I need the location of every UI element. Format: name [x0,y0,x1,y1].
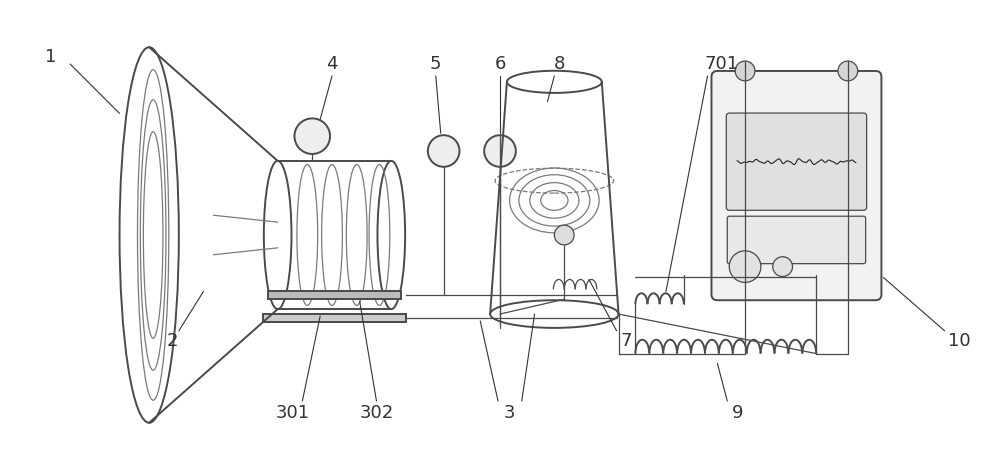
Text: 8: 8 [554,55,565,73]
Text: 4: 4 [326,55,338,73]
FancyBboxPatch shape [726,113,867,210]
Text: 1: 1 [45,48,56,66]
Circle shape [838,61,858,81]
Circle shape [729,251,761,282]
Text: 701: 701 [704,55,738,73]
Text: 10: 10 [948,332,971,350]
Text: 302: 302 [359,404,394,422]
Text: 6: 6 [494,55,506,73]
Circle shape [484,135,516,167]
Circle shape [428,135,459,167]
Circle shape [294,118,330,154]
Text: 9: 9 [731,404,743,422]
Text: 5: 5 [430,55,442,73]
Circle shape [773,257,793,276]
Text: 2: 2 [166,332,178,350]
Circle shape [735,61,755,81]
FancyBboxPatch shape [711,71,881,300]
Bar [263,314,406,322]
Text: 301: 301 [275,404,310,422]
Circle shape [554,225,574,245]
Text: 3: 3 [504,404,516,422]
Bar [268,291,401,299]
FancyBboxPatch shape [727,216,866,264]
Text: 7: 7 [621,332,632,350]
